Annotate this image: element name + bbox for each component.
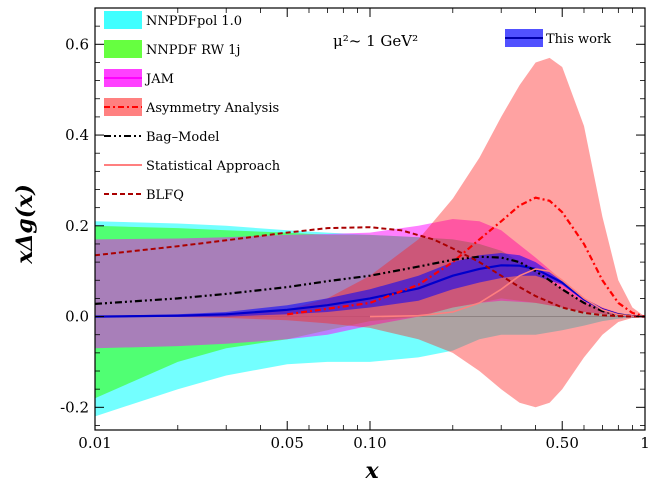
curve-statistical-approach [369,268,646,318]
legend-label-bag-model: Bag–Model [146,130,219,145]
y-tick-label: 0.4 [65,126,89,144]
band-asymmetry-analysis [95,57,645,408]
legend-label-jam: JAM [144,72,174,87]
legend-label-asymmetry-analysis: Asymmetry Analysis [145,101,279,116]
y-tick-label: 0.2 [65,217,89,235]
axes-layer: 0.01 0.05 0.10 0.50 1 -0.2 0.0 0.2 0.4 0.6 [60,7,650,452]
y-tick-label: 0.0 [65,308,89,326]
x-tick-label: 0.10 [353,434,386,452]
curve-blfq [94,226,645,318]
curve-bag-model [94,255,646,318]
legend-label-nnpdfpol-1-0: NNPDFpol 1.0 [146,14,242,29]
legend: NNPDFpol 1.0 NNPDF RW 1j JAM Asymmetry Anal… [104,11,611,203]
legend-swatch-nnpdf-rw-1j [104,40,142,58]
scale-annotation: μ²~ 1 GeV² [333,32,418,50]
y-axis-label: xΔg(x) [12,184,38,265]
x-tick-label: 0.50 [546,434,579,452]
x-tick-label: 0.01 [78,434,111,452]
y-tick-label: -0.2 [60,398,89,416]
band-this-work [95,253,645,317]
x-tick-label: 1 [640,434,650,452]
legend-label-this-work: This work [546,32,611,47]
legend-swatch-nnpdfpol-1-0 [104,11,142,29]
legend-label-nnpdf-rw-1j: NNPDF RW 1j [146,43,240,58]
x-tick-label: 0.05 [271,434,304,452]
curve-asymmetry-analysis [287,196,646,318]
x-axis-label: x [364,458,379,484]
legend-label-statistical-approach: Statistical Approach [146,159,281,174]
legend-label-blfq: BLFQ [146,188,184,203]
bands-layer [95,57,645,417]
y-tick-label: 0.6 [65,35,89,53]
curves-layer [94,196,646,318]
